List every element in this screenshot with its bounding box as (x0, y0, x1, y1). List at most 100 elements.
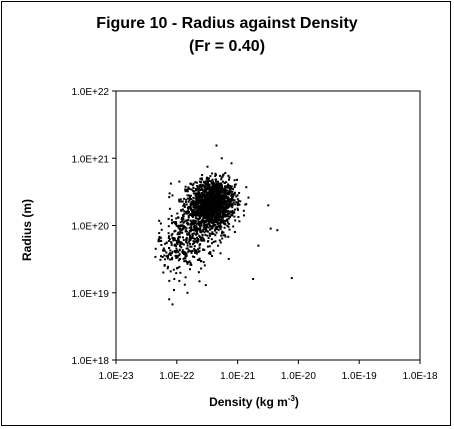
data-point (199, 226, 202, 229)
data-point (212, 191, 215, 194)
data-point (168, 196, 171, 199)
data-point (182, 227, 185, 230)
data-point (177, 226, 180, 229)
data-point (217, 244, 220, 247)
data-point (210, 218, 213, 221)
data-point (158, 232, 161, 235)
data-point (233, 211, 236, 214)
data-point (207, 210, 209, 213)
data-point (183, 212, 186, 215)
data-point (185, 203, 188, 206)
data-point (182, 204, 185, 207)
data-point (226, 221, 229, 224)
data-point (216, 222, 219, 225)
data-point (236, 194, 239, 197)
data-point (200, 181, 202, 184)
data-point (198, 235, 201, 238)
data-point (235, 201, 238, 204)
data-point (173, 289, 175, 291)
data-point (190, 213, 193, 216)
data-point (227, 206, 230, 209)
data-point (223, 226, 226, 229)
data-point (203, 185, 206, 188)
data-point (200, 239, 203, 242)
data-point (217, 203, 219, 205)
data-point (211, 203, 214, 206)
data-point (181, 208, 184, 211)
data-point (178, 265, 181, 268)
data-point (207, 204, 210, 207)
data-point (197, 205, 199, 208)
data-point (227, 225, 230, 228)
data-point (162, 249, 164, 252)
data-point (236, 178, 238, 181)
data-point (179, 198, 182, 201)
data-point (212, 240, 215, 243)
data-point (199, 224, 201, 227)
data-point (242, 209, 245, 212)
data-point (218, 190, 221, 193)
data-point (218, 208, 221, 211)
data-point (182, 236, 184, 239)
data-point (175, 254, 178, 257)
data-point (189, 219, 192, 222)
data-point (215, 189, 218, 191)
data-point (206, 186, 209, 189)
data-point (221, 207, 224, 210)
data-point (191, 232, 194, 235)
data-point (194, 205, 197, 208)
data-point (227, 183, 230, 186)
data-point (207, 193, 209, 196)
data-point (202, 237, 205, 240)
data-point (189, 245, 192, 248)
data-point (195, 252, 198, 255)
data-point (230, 162, 233, 165)
data-point (179, 236, 182, 239)
data-point (215, 231, 218, 234)
data-point (232, 188, 235, 191)
data-point (239, 200, 242, 203)
data-point (181, 224, 184, 227)
data-point (220, 176, 223, 179)
data-point (202, 204, 205, 207)
data-point (203, 228, 206, 230)
data-point (219, 201, 222, 204)
data-point (191, 213, 194, 215)
data-point (230, 185, 233, 188)
data-point (267, 204, 270, 207)
data-point (202, 248, 205, 251)
data-point (216, 216, 218, 219)
data-point (203, 181, 206, 184)
data-point (210, 215, 213, 218)
data-point (202, 202, 205, 205)
data-point (233, 179, 236, 182)
data-point (221, 232, 223, 234)
data-point (199, 222, 202, 224)
data-point (204, 217, 206, 220)
data-point (222, 231, 225, 234)
data-point (195, 206, 197, 209)
data-point (197, 212, 200, 215)
data-point (207, 188, 210, 191)
data-point (192, 182, 195, 185)
data-point (198, 187, 201, 190)
data-point (199, 194, 202, 197)
data-point (189, 238, 192, 241)
data-point (188, 199, 191, 202)
data-point (175, 222, 178, 225)
data-point (214, 228, 216, 231)
data-point (212, 214, 215, 216)
data-point (184, 251, 187, 254)
y-tick-label: 1.0E+19 (71, 289, 109, 300)
data-point (219, 189, 222, 192)
y-axis-label: Radius (m) (20, 199, 34, 262)
data-point (214, 206, 217, 209)
data-point (202, 194, 205, 197)
data-point (196, 232, 199, 235)
data-point (182, 251, 185, 253)
data-point (186, 247, 189, 250)
data-point (192, 186, 195, 189)
data-point (169, 258, 172, 261)
data-point (171, 250, 174, 253)
data-point (208, 187, 211, 189)
